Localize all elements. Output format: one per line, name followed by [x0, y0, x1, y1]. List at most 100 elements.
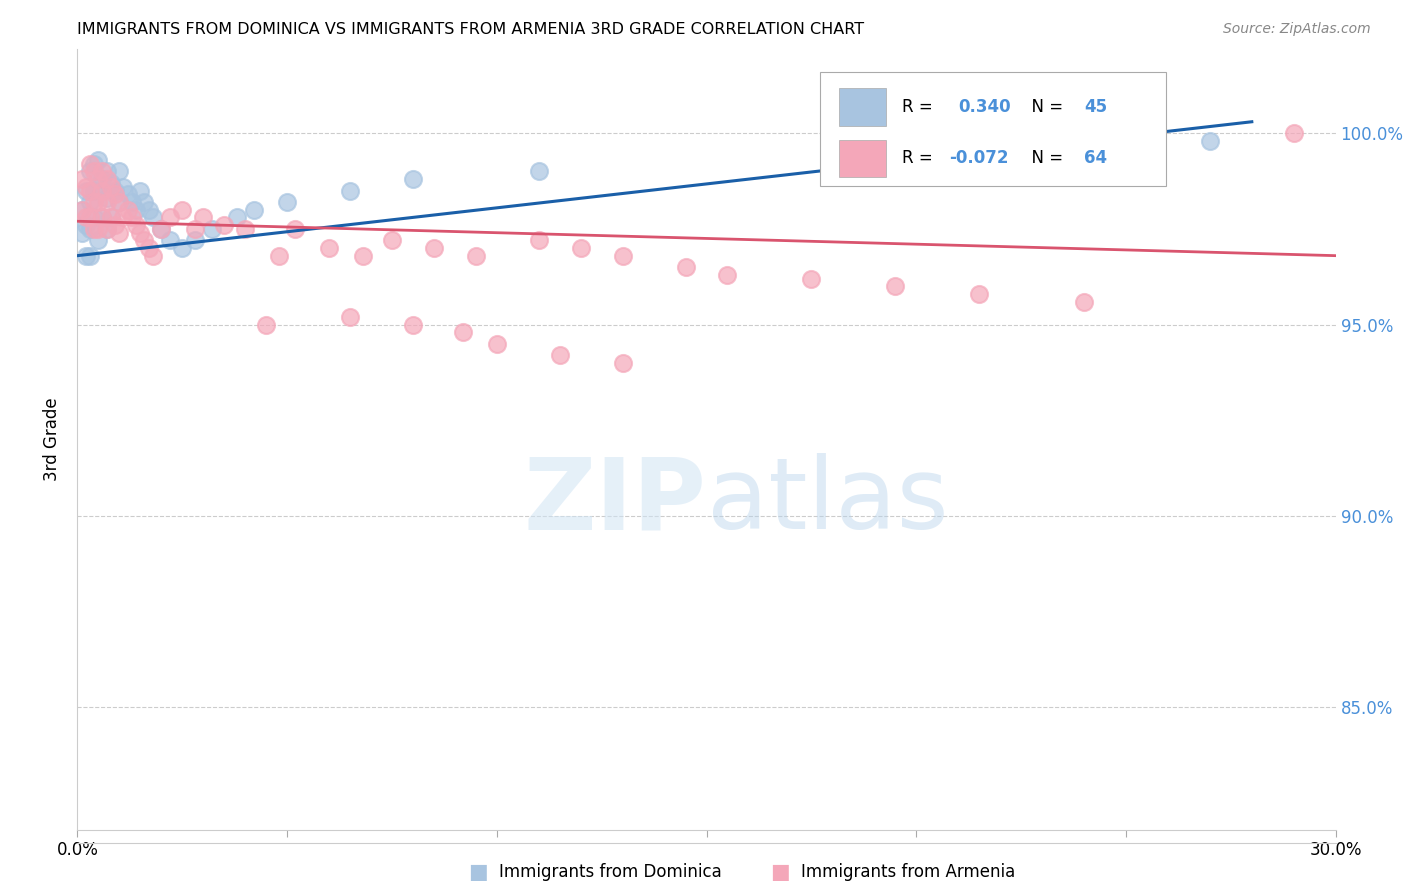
Point	[75, 211, 97, 225]
Point	[1073, 294, 1095, 309]
Point	[200, 222, 222, 236]
Text: Source: ZipAtlas.com: Source: ZipAtlas.com	[1223, 22, 1371, 37]
Point	[70, 202, 93, 217]
Text: ZIP: ZIP	[523, 453, 707, 550]
Point	[96, 191, 118, 205]
Point	[125, 218, 148, 232]
Point	[83, 222, 105, 236]
Point	[134, 195, 156, 210]
Point	[159, 211, 181, 225]
Point	[129, 184, 152, 198]
Point	[87, 195, 110, 210]
Point	[212, 218, 235, 232]
Point	[967, 287, 990, 301]
Point	[254, 318, 277, 332]
Text: N =: N =	[1021, 149, 1069, 168]
Point	[284, 222, 307, 236]
Text: R =: R =	[901, 98, 943, 116]
Point	[485, 336, 508, 351]
Point	[184, 222, 207, 236]
Point	[884, 279, 907, 293]
Point	[108, 226, 131, 240]
Point	[800, 271, 823, 285]
Point	[117, 202, 139, 217]
Point	[1282, 126, 1305, 140]
Point	[129, 226, 152, 240]
Point	[96, 222, 118, 236]
Point	[423, 241, 446, 255]
Point	[79, 249, 101, 263]
Point	[83, 157, 105, 171]
Point	[112, 211, 135, 225]
Text: N =: N =	[1021, 98, 1069, 116]
Point	[121, 211, 143, 225]
Point	[548, 348, 571, 362]
Text: -0.072: -0.072	[949, 149, 1010, 168]
Point	[75, 218, 97, 232]
Point	[675, 260, 697, 274]
Point	[267, 249, 290, 263]
Text: Immigrants from Dominica: Immigrants from Dominica	[499, 863, 721, 881]
Point	[125, 202, 148, 217]
FancyBboxPatch shape	[838, 140, 886, 177]
Point	[134, 233, 156, 247]
Text: ■: ■	[468, 863, 488, 882]
Point	[91, 211, 114, 225]
Point	[150, 222, 173, 236]
Point	[79, 222, 101, 236]
Point	[138, 241, 160, 255]
Point	[104, 184, 127, 198]
Point	[381, 233, 404, 247]
FancyBboxPatch shape	[820, 72, 1166, 186]
Point	[402, 172, 425, 186]
Point	[70, 172, 93, 186]
Point	[612, 249, 634, 263]
Point	[527, 164, 550, 178]
Point	[79, 211, 101, 225]
Point	[159, 233, 181, 247]
Point	[83, 164, 105, 178]
Point	[716, 268, 738, 282]
Point	[339, 310, 361, 324]
Point	[339, 184, 361, 198]
Point	[352, 249, 374, 263]
Point	[79, 184, 101, 198]
Point	[75, 184, 97, 198]
Point	[83, 195, 105, 210]
FancyBboxPatch shape	[838, 88, 886, 126]
Point	[112, 179, 135, 194]
Point	[138, 202, 160, 217]
Point	[96, 222, 118, 236]
Point	[108, 164, 131, 178]
Y-axis label: 3rd Grade: 3rd Grade	[44, 398, 62, 481]
Point	[117, 187, 139, 202]
Point	[75, 249, 97, 263]
Point	[527, 233, 550, 247]
Point	[108, 195, 131, 210]
Point	[91, 211, 114, 225]
Point	[100, 179, 122, 194]
Point	[87, 172, 110, 186]
Point	[464, 249, 486, 263]
Point	[150, 222, 173, 236]
Point	[1199, 134, 1222, 148]
Text: Immigrants from Armenia: Immigrants from Armenia	[801, 863, 1015, 881]
Point	[233, 222, 256, 236]
Point	[91, 184, 114, 198]
Point	[96, 195, 118, 210]
Point	[104, 218, 127, 232]
Point	[142, 211, 165, 225]
Point	[184, 233, 207, 247]
Point	[100, 176, 122, 190]
Point	[100, 211, 122, 225]
Point	[108, 195, 131, 210]
Point	[276, 195, 298, 210]
Point	[318, 241, 340, 255]
Point	[91, 164, 114, 178]
Point	[172, 202, 194, 217]
Point	[91, 172, 114, 186]
Point	[242, 202, 264, 217]
Point	[172, 241, 194, 255]
Point	[75, 179, 97, 194]
Point	[451, 325, 474, 339]
